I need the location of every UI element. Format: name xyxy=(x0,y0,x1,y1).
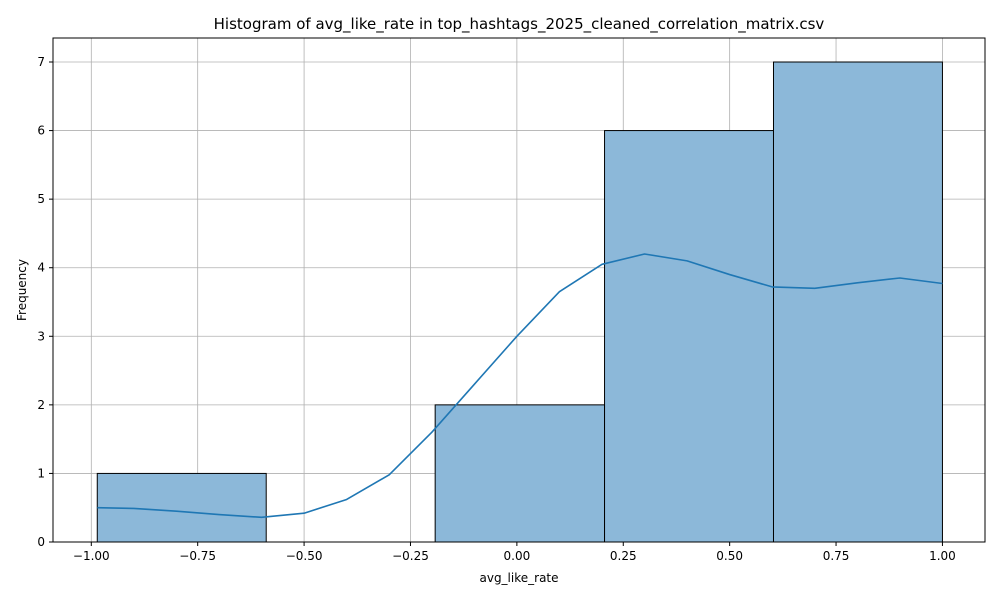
histogram-bar xyxy=(604,130,774,543)
x-tick-label: −0.50 xyxy=(286,549,323,563)
ticks-layer: −1.00 −0.75 −0.50 −0.25 0.00 0.25 0.50 0.75 1.00… xyxy=(37,55,955,563)
y-tick-label: 5 xyxy=(37,192,45,206)
x-tick-label: 0.00 xyxy=(504,549,531,563)
y-tick-label: 7 xyxy=(37,55,45,69)
kde-line xyxy=(97,253,943,519)
x-tick-label: −0.75 xyxy=(179,549,216,563)
x-tick-label: −1.00 xyxy=(73,549,110,563)
chart-title: Histogram of avg_like_rate in top_hashta… xyxy=(214,15,825,34)
y-tick-label: 2 xyxy=(37,398,45,412)
y-tick-label: 6 xyxy=(37,124,45,138)
y-axis-label: Frequency xyxy=(15,259,29,321)
plot-frame xyxy=(52,37,986,543)
y-tick-label: 1 xyxy=(37,466,45,480)
bars-layer xyxy=(96,61,943,543)
y-tick-label: 0 xyxy=(37,535,45,549)
x-tick-label: 0.75 xyxy=(823,549,850,563)
y-tick-label: 4 xyxy=(37,261,45,275)
kde-layer xyxy=(97,253,943,519)
x-tick-label: 1.00 xyxy=(929,549,956,563)
histogram-bar xyxy=(434,404,606,543)
histogram-bar xyxy=(772,61,943,543)
x-tick-label: 0.50 xyxy=(716,549,743,563)
axes-layer xyxy=(52,37,986,543)
y-tick-label: 3 xyxy=(37,329,45,343)
x-tick-label: −0.25 xyxy=(392,549,429,563)
x-axis-label: avg_like_rate xyxy=(479,571,558,585)
x-tick-label: 0.25 xyxy=(610,549,637,563)
